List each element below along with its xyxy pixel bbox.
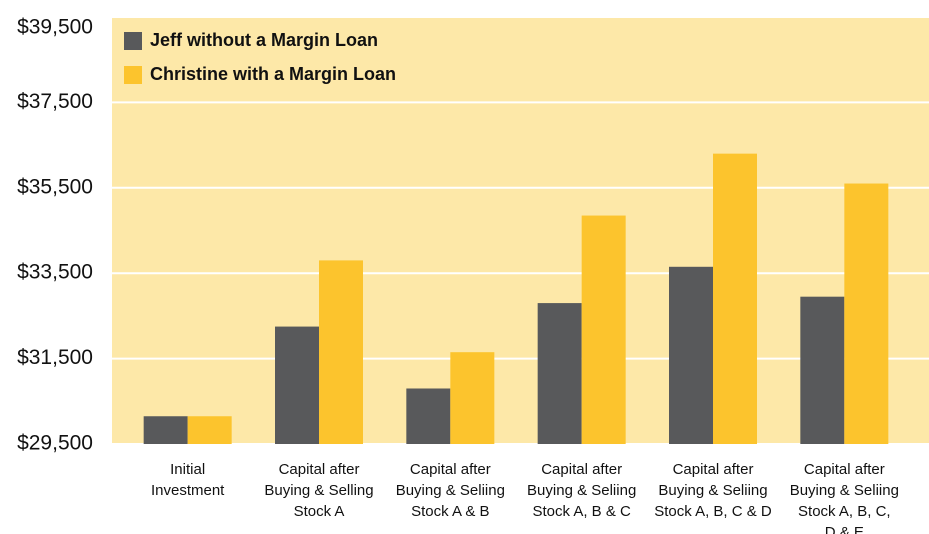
x-tick-label: Capital after — [541, 461, 622, 478]
x-tick-label: Initial — [170, 461, 205, 478]
legend-label: Jeff without a Margin Loan — [150, 30, 378, 50]
y-tick-label: $31,500 — [17, 346, 93, 369]
x-tick-label: Stock A, B, C & D — [654, 503, 772, 520]
legend-swatch — [124, 32, 142, 50]
y-tick-label: $39,500 — [17, 16, 93, 39]
x-tick-label: Stock A & B — [411, 503, 489, 520]
x-tick-label: Capital after — [410, 461, 491, 478]
bar — [800, 296, 845, 444]
bar — [143, 416, 188, 444]
x-tick-label: Investment — [151, 482, 225, 499]
x-tick-label: Stock A, B, C, — [798, 503, 891, 520]
x-tick-label: D & E — [825, 524, 864, 534]
x-tick-label: Buying & Seliing — [658, 482, 767, 499]
x-tick-label: Capital after — [279, 461, 360, 478]
y-tick-label: $29,500 — [17, 432, 93, 455]
x-tick-label: Stock A — [294, 503, 345, 520]
x-tick-label: Capital after — [804, 461, 885, 478]
bar — [713, 153, 757, 444]
x-tick-label: Stock A, B & C — [532, 503, 631, 520]
x-tick-label: Capital after — [673, 461, 754, 478]
y-tick-label: $37,500 — [17, 90, 93, 113]
y-tick-label: $33,500 — [17, 261, 93, 284]
bar — [450, 352, 495, 444]
x-tick-label: Buying & Seliing — [396, 482, 505, 499]
x-tick-label: Buying & Seliing — [790, 482, 899, 499]
y-tick-label: $35,500 — [17, 175, 93, 198]
x-tick-label: Buying & Selling — [264, 482, 373, 499]
plot-background — [112, 17, 929, 444]
bar — [406, 388, 451, 444]
bar — [669, 266, 713, 444]
bar — [581, 215, 626, 444]
bar — [844, 183, 889, 444]
x-tick-label: Buying & Seliing — [527, 482, 636, 499]
bar — [319, 260, 363, 444]
legend-swatch — [124, 66, 142, 84]
bar — [187, 416, 232, 444]
legend-label: Christine with a Margin Loan — [150, 64, 396, 84]
bar — [537, 303, 582, 444]
bar — [275, 326, 319, 444]
